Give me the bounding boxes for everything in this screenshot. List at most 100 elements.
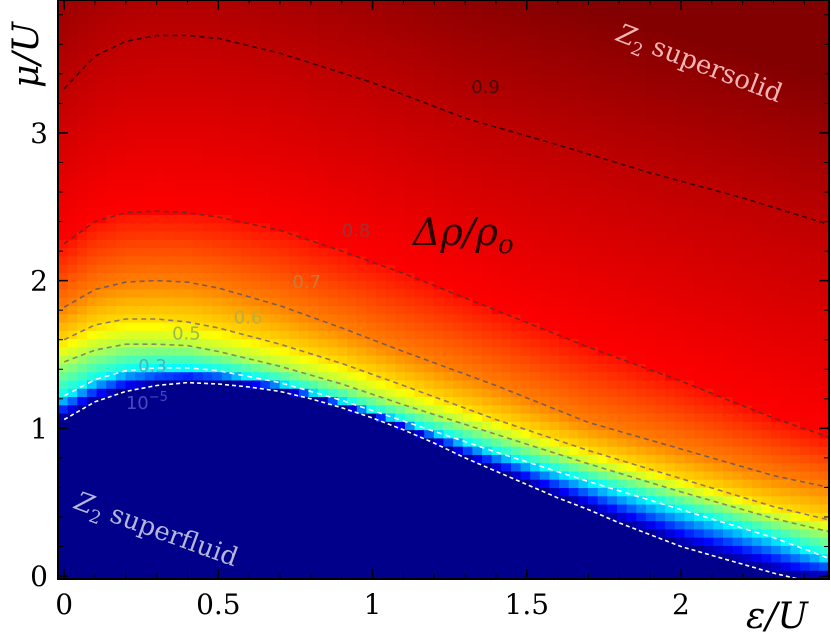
heat-cell — [241, 8, 252, 18]
heat-cell — [279, 372, 291, 382]
heat-cell — [578, 41, 590, 51]
heat-cell — [192, 272, 204, 283]
heat-cell — [270, 99, 281, 109]
heat-cell — [231, 107, 243, 117]
heat-cell — [135, 446, 146, 456]
heat-cell — [433, 454, 445, 465]
heat-cell — [520, 107, 532, 117]
heat-cell — [549, 239, 561, 250]
heat-cell — [58, 504, 69, 514]
heat-cell — [96, 289, 108, 299]
heat-cell — [404, 157, 416, 167]
heat-cell — [520, 49, 532, 59]
heat-cell — [674, 306, 686, 316]
heat-cell — [607, 289, 618, 299]
heat-cell — [732, 330, 744, 341]
heat-cell — [318, 430, 329, 440]
heat-cell — [385, 124, 397, 134]
heat-cell — [626, 413, 638, 423]
heat-cell — [530, 363, 541, 374]
heat-cell — [578, 206, 590, 217]
heat-cell — [742, 49, 753, 59]
heat-cell — [212, 49, 223, 59]
heat-cell — [491, 446, 503, 456]
heat-cell — [77, 479, 88, 490]
heat-cell — [125, 115, 137, 126]
heat-cell — [366, 512, 378, 523]
heat-cell — [279, 529, 291, 539]
heat-cell — [212, 413, 223, 423]
heat-cell — [443, 33, 455, 43]
heat-cell — [520, 554, 532, 564]
heat-cell — [298, 57, 310, 68]
heat-cell — [144, 521, 156, 531]
heat-cell — [472, 306, 484, 316]
heat-cell — [250, 289, 262, 299]
heat-cell — [395, 82, 406, 92]
heat-cell — [376, 330, 387, 341]
heat-cell — [559, 446, 570, 456]
heat-cell — [144, 297, 156, 308]
heat-cell — [221, 471, 233, 481]
heat-cell — [58, 272, 69, 283]
heat-cell — [154, 272, 166, 283]
heat-cell — [530, 488, 541, 498]
heat-cell — [385, 330, 397, 341]
heat-cell — [395, 99, 406, 109]
heat-cell — [578, 165, 590, 175]
heat-cell — [713, 16, 724, 26]
heat-cell — [645, 165, 657, 175]
heat-cell — [636, 256, 647, 266]
heat-cell — [144, 239, 156, 250]
heat-cell — [462, 537, 474, 547]
heat-cell — [135, 479, 146, 490]
heat-cell — [337, 413, 349, 423]
heat-cell — [395, 512, 406, 523]
heat-cell — [192, 355, 204, 365]
heat-cell — [164, 264, 175, 274]
heat-cell — [703, 347, 715, 357]
heat-cell — [453, 306, 464, 316]
heat-cell — [289, 223, 300, 233]
heat-cell — [443, 281, 455, 291]
heat-cell — [106, 355, 117, 365]
heat-cell — [279, 181, 291, 192]
heat-cell — [626, 41, 638, 51]
heat-cell — [482, 322, 493, 332]
heat-cell — [164, 0, 175, 10]
heat-cell — [86, 289, 98, 299]
heat-cell — [318, 570, 329, 579]
heat-cell — [626, 181, 638, 192]
heat-cell — [366, 239, 378, 250]
heat-cell — [616, 355, 628, 365]
heat-cell — [183, 413, 194, 423]
heat-cell — [472, 82, 484, 92]
heat-cell — [539, 306, 551, 316]
heat-cell — [732, 124, 744, 134]
heat-cell — [510, 165, 522, 175]
heat-cell — [655, 397, 667, 407]
heat-cell — [626, 173, 638, 183]
heat-cell — [636, 347, 647, 357]
heat-cell — [318, 479, 329, 490]
heat-cell — [462, 24, 474, 35]
heat-cell — [279, 363, 291, 374]
heat-cell — [404, 90, 416, 101]
heat-cell — [135, 380, 146, 390]
heat-cell — [694, 397, 705, 407]
heat-cell — [665, 256, 676, 266]
heat-cell — [424, 206, 435, 217]
heat-cell — [520, 198, 532, 208]
heat-cell — [96, 347, 108, 357]
heat-cell — [192, 306, 204, 316]
heat-cell — [289, 322, 300, 332]
heat-cell — [318, 264, 329, 274]
heat-cell — [472, 339, 484, 349]
heat-cell — [694, 413, 705, 423]
heat-cell — [482, 99, 493, 109]
heat-cell — [347, 190, 358, 200]
heat-cell — [491, 488, 503, 498]
heat-cell — [77, 49, 88, 59]
heat-cell — [539, 314, 551, 324]
heat-cell — [549, 41, 561, 51]
